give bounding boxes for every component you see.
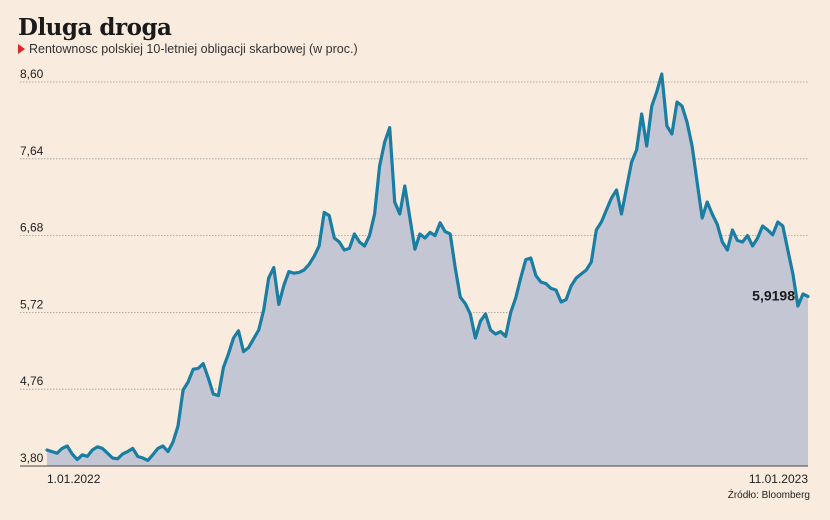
series-line [45,72,810,462]
y-tick-label: 7,64 [20,144,44,158]
source-note: Źródło: Bloomberg [727,490,810,501]
y-tick-label: 3,80 [20,451,44,465]
y-tick-label: 8,60 [20,67,44,81]
series-area [47,74,808,466]
y-axis-ticks: 3,80 4,76 5,72 6,68 7,64 8,60 [20,67,44,465]
y-tick-label: 4,76 [20,374,44,388]
chart-subtitle-text: Rentownosc polskiej 10-letniej obligacji… [29,42,358,56]
y-tick-label: 6,68 [20,221,44,235]
x-tick-start: 1.01.2022 [47,472,101,486]
chart-subtitle: Rentownosc polskiej 10-letniej obligacji… [18,42,358,56]
red-triangle-icon [18,44,25,54]
last-value-label: 5,9198 [752,287,795,303]
y-tick-label: 5,72 [20,297,44,311]
x-tick-end: 11.01.2023 [749,472,808,486]
chart-title: Dluga droga [18,14,172,41]
